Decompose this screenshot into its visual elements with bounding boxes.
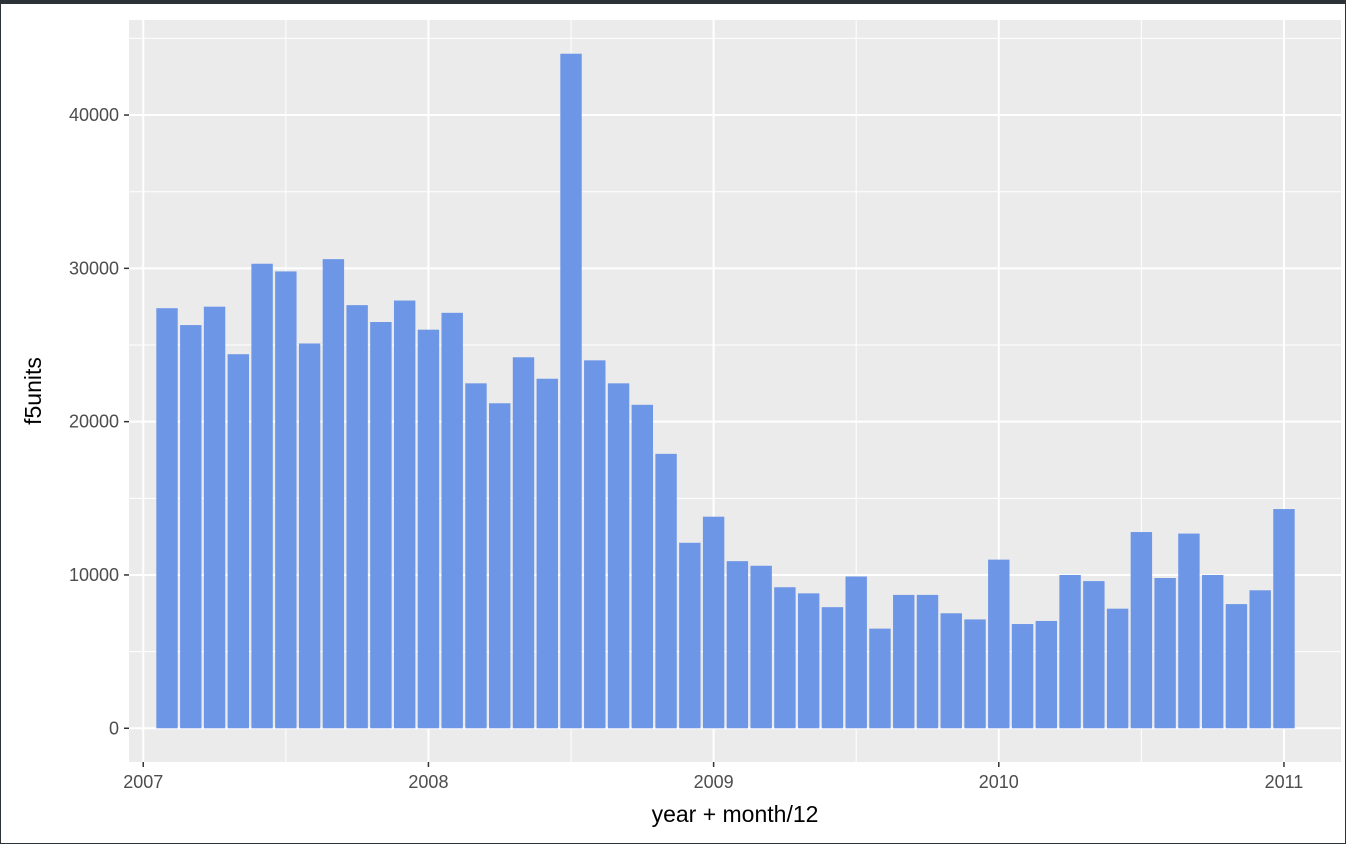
bar (1083, 581, 1105, 729)
bar (227, 354, 250, 729)
bar (1225, 604, 1248, 729)
bar (726, 561, 749, 729)
y-tick-label: 0 (109, 718, 119, 738)
bar (988, 559, 1010, 729)
x-tick-label: 2010 (979, 772, 1019, 792)
bar (940, 613, 962, 729)
x-tick-label: 2008 (408, 772, 448, 792)
bar (774, 587, 796, 729)
bar (797, 593, 820, 729)
x-tick-label: 2009 (694, 772, 734, 792)
bar (1273, 509, 1295, 729)
bar (298, 343, 321, 729)
bar (869, 628, 891, 729)
bars (156, 53, 1295, 729)
bar (750, 565, 772, 729)
y-tick-label: 20000 (69, 412, 119, 432)
x-axis-title: year + month/12 (652, 801, 819, 827)
bar (393, 300, 416, 729)
bar (893, 594, 915, 729)
bar (180, 325, 202, 729)
bar (512, 357, 535, 729)
bar (465, 383, 487, 729)
bar (1059, 574, 1081, 729)
bar (346, 305, 368, 729)
bar (607, 383, 630, 729)
bar (964, 619, 986, 729)
bar (536, 378, 558, 729)
bar (156, 308, 178, 729)
bar (584, 360, 606, 729)
bar (821, 607, 844, 729)
bar (1130, 532, 1153, 729)
bar (679, 542, 701, 729)
bar (203, 306, 226, 729)
y-axis: 0 10000 20000 30000 40000 (69, 105, 129, 738)
bar (275, 271, 297, 729)
bar (655, 453, 677, 729)
bar (489, 403, 511, 729)
bar (845, 576, 867, 729)
bar (322, 259, 345, 729)
y-tick-label: 10000 (69, 565, 119, 585)
bar (1011, 624, 1034, 729)
bar (251, 263, 273, 729)
bar (370, 322, 392, 729)
y-tick-label: 30000 (69, 258, 119, 278)
bar (1201, 574, 1224, 729)
x-tick-label: 2011 (1265, 772, 1304, 792)
bar (441, 312, 463, 729)
bar (916, 594, 939, 729)
bar (417, 329, 440, 729)
bar (631, 404, 654, 729)
bar (560, 53, 582, 729)
bar (1035, 620, 1058, 729)
y-axis-title: f5units (20, 357, 46, 425)
bar (1178, 533, 1200, 729)
x-axis: 2007 2008 2009 2010 2011 (123, 762, 1303, 792)
y-tick-label: 40000 (69, 105, 119, 125)
bar (1106, 608, 1129, 729)
bar (1249, 590, 1271, 729)
x-tick-label: 2007 (123, 772, 163, 792)
bar (1154, 578, 1176, 729)
bar (702, 516, 725, 729)
